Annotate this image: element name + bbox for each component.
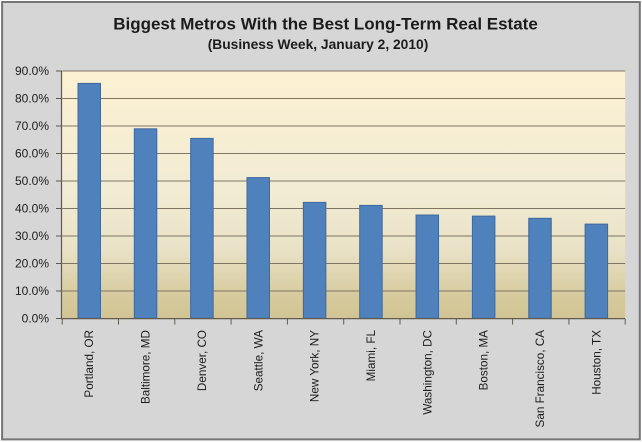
svg-text:Washington, DC: Washington, DC [421, 330, 434, 415]
svg-text:50.0%: 50.0% [15, 174, 49, 188]
svg-text:(Business Week, January 2, 201: (Business Week, January 2, 2010) [208, 37, 429, 52]
svg-text:New York, NY: New York, NY [309, 330, 322, 402]
svg-text:Miami, FL: Miami, FL [365, 330, 378, 382]
svg-text:Boston, MA: Boston, MA [478, 330, 491, 391]
svg-text:Biggest Metros With the Best L: Biggest Metros With the Best Long-Term R… [113, 14, 538, 33]
svg-text:80.0%: 80.0% [15, 91, 49, 105]
svg-text:60.0%: 60.0% [15, 146, 49, 160]
svg-text:70.0%: 70.0% [15, 119, 49, 133]
svg-text:Portland, OR: Portland, OR [83, 330, 96, 398]
svg-text:30.0%: 30.0% [15, 229, 49, 243]
svg-text:Denver, CO: Denver, CO [196, 330, 209, 391]
svg-text:Houston, TX: Houston, TX [590, 330, 603, 395]
svg-text:10.0%: 10.0% [15, 284, 49, 298]
svg-text:San Francisco, CA: San Francisco, CA [534, 330, 547, 428]
svg-text:40.0%: 40.0% [15, 201, 49, 215]
svg-text:0.0%: 0.0% [22, 311, 50, 325]
svg-text:Baltimore, MD: Baltimore, MD [140, 330, 153, 404]
svg-text:Seattle, WA: Seattle, WA [252, 330, 265, 391]
svg-text:20.0%: 20.0% [15, 256, 49, 270]
svg-text:90.0%: 90.0% [15, 64, 49, 78]
